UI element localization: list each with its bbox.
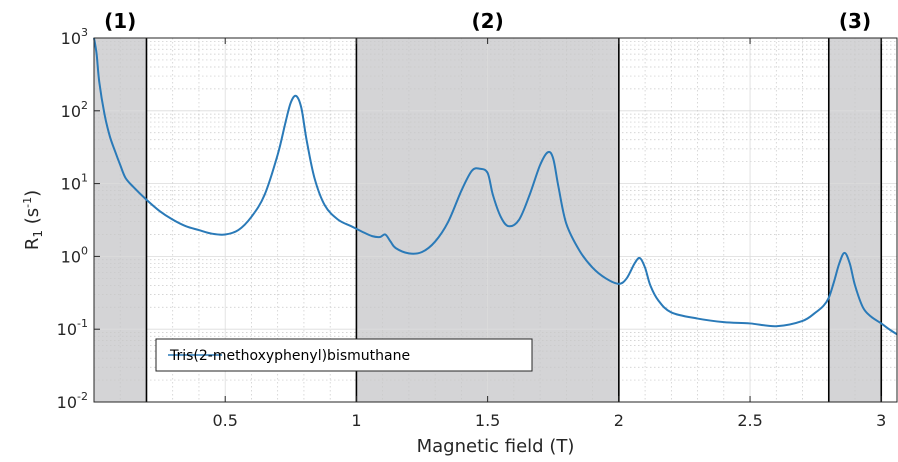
x-axis-label: Magnetic field (T) (417, 436, 575, 457)
series-lines (93, 37, 898, 336)
y-axis-label-unit-exponent: -1 (21, 197, 34, 208)
legend-entry: Tris(2-methoxyphenyl)bismuthane (169, 348, 410, 364)
series-line-1 (93, 37, 898, 336)
region-boundaries (145, 38, 883, 402)
x-tick-label: 3 (876, 411, 886, 430)
y-tick-label: 100 (61, 244, 88, 266)
x-tick-label: 2.5 (737, 411, 762, 430)
y-tick-label: 101 (61, 172, 88, 194)
y-tick-label: 10-2 (57, 390, 88, 412)
region-labels: (1) (2) (3) (104, 9, 871, 33)
plot-frame (93, 37, 898, 403)
y-tick-label: 10-1 (57, 317, 88, 339)
y-axis-ticks: 10-2 10-1 100 101 102 103 (57, 26, 100, 412)
x-tick-label: 1.5 (475, 411, 500, 430)
y-axis-label-unit-open: (s (22, 208, 43, 230)
y-axis-label: R1 (s-1) (21, 190, 45, 250)
x-tick-label: 2 (614, 411, 624, 430)
x-tick-label: 0.5 (212, 411, 237, 430)
x-axis-ticks: 0.5 1 1.5 2 2.5 3 (212, 38, 886, 430)
y-axis-label-unit-close: ) (22, 190, 43, 197)
region-label-2: (2) (472, 9, 504, 33)
y-tick-label: 102 (61, 99, 88, 121)
y-axis-label-subscript: 1 (31, 230, 45, 238)
region-label-3: (3) (839, 9, 871, 33)
x-tick-label: 1 (351, 411, 361, 430)
y-axis-label-symbol: R (22, 238, 43, 251)
legend: Tris(2-methoxyphenyl)bismuthane (155, 338, 533, 372)
y-tick-label: 103 (61, 26, 88, 48)
region-label-1: (1) (104, 9, 136, 33)
